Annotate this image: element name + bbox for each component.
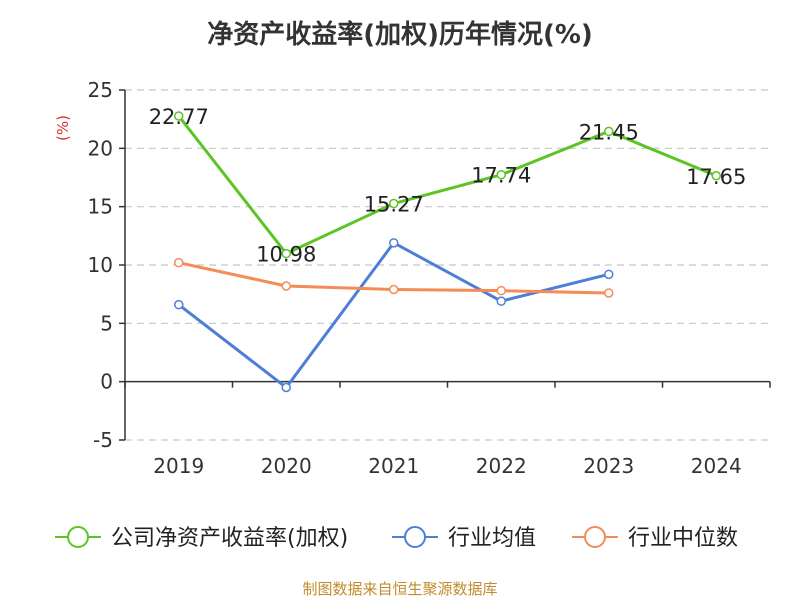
legend-label: 行业中位数 xyxy=(628,526,738,551)
y-tick-label: 10 xyxy=(88,253,113,277)
data-point xyxy=(496,169,506,180)
data-point xyxy=(174,111,184,121)
y-tick-label: -5 xyxy=(93,428,113,452)
data-label: 22.77 xyxy=(149,105,209,129)
data-label: 17.65 xyxy=(686,165,746,189)
data-point xyxy=(389,198,399,209)
data-point xyxy=(281,281,291,291)
source-note: 制图数据来自恒生聚源数据库 xyxy=(302,580,498,598)
data-point xyxy=(711,171,721,181)
data-label: 21.45 xyxy=(579,120,639,144)
data-point xyxy=(496,296,506,306)
y-tick-label: 15 xyxy=(88,195,113,219)
x-tick-label: 2022 xyxy=(476,454,527,478)
y-tick-label: 5 xyxy=(100,311,113,335)
data-point xyxy=(389,238,399,248)
x-tick-label: 2023 xyxy=(583,454,634,478)
chart-title: 净资产收益率(加权)历年情况(%) xyxy=(207,20,593,50)
data-point xyxy=(604,269,614,280)
data-point xyxy=(604,288,614,298)
data-point xyxy=(496,285,506,296)
series-line xyxy=(177,115,717,256)
data-point xyxy=(174,299,184,310)
legend-label: 公司净资产收益率(加权) xyxy=(111,526,348,551)
data-label: 10.98 xyxy=(256,243,316,267)
data-point xyxy=(281,382,291,393)
data-point xyxy=(174,257,184,268)
y-tick-label: 0 xyxy=(100,370,113,394)
data-point xyxy=(281,248,291,259)
x-tick-label: 2019 xyxy=(153,454,204,478)
legend-marker xyxy=(404,526,426,548)
series-lines xyxy=(174,111,721,393)
y-tick-label: 25 xyxy=(88,78,113,102)
legend: 公司净资产收益率(加权) 行业均值 行业中位数 xyxy=(55,526,738,551)
legend-marker xyxy=(67,526,89,548)
axes: -5 0 5 10 15 20 25 2019 2020 2021 2022 2023 2024 xyxy=(88,78,771,478)
y-axis-label: (%) xyxy=(54,115,72,141)
data-point xyxy=(604,126,614,137)
data-labels: 22.77 10.98 15.27 17.74 21.45 17.65 xyxy=(149,105,747,267)
data-label: 17.74 xyxy=(471,164,531,188)
x-tick-label: 2020 xyxy=(261,454,312,478)
legend-label: 行业均值 xyxy=(448,526,536,551)
x-tick-label: 2024 xyxy=(691,454,742,478)
y-tick-label: 20 xyxy=(88,136,113,160)
x-tick-label: 2021 xyxy=(368,454,419,478)
data-label: 15.27 xyxy=(364,193,424,217)
legend-marker xyxy=(584,526,606,548)
data-point xyxy=(389,284,399,295)
